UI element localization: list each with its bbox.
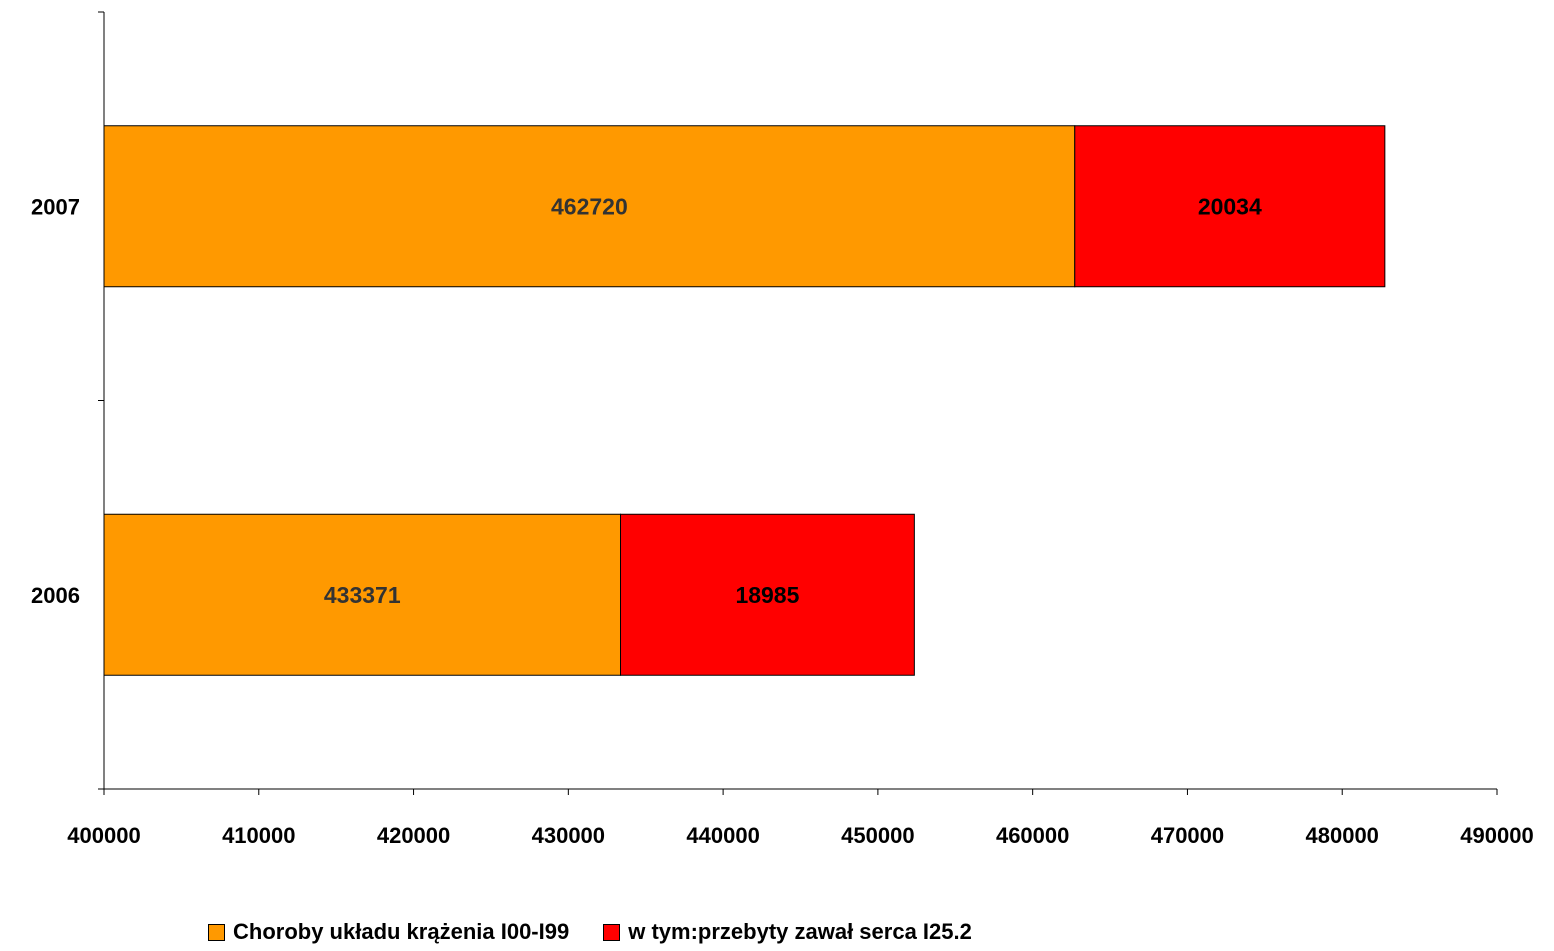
x-tick-label: 460000 [996, 823, 1069, 848]
x-tick-label: 410000 [222, 823, 295, 848]
x-tick-label: 400000 [67, 823, 140, 848]
legend-label-series-2: w tym:przebyty zawał serca I25.2 [628, 919, 972, 944]
x-tick-label: 450000 [841, 823, 914, 848]
x-tick-label: 440000 [686, 823, 759, 848]
data-label: 433371 [324, 582, 401, 608]
x-tick-label: 470000 [1151, 823, 1224, 848]
y-category-label: 2007 [31, 194, 80, 219]
x-tick-label: 480000 [1306, 823, 1379, 848]
x-tick-label: 490000 [1460, 823, 1533, 848]
bar-segment [103, 125, 1076, 288]
y-category-label: 2006 [31, 583, 80, 608]
bar-segment [620, 513, 915, 676]
legend-item-series-1: Choroby układu krążenia I00-I99 [208, 919, 569, 945]
legend-swatch-series-1 [208, 923, 225, 941]
bar-segment [103, 513, 622, 676]
data-label: 462720 [551, 193, 628, 219]
legend-swatch-series-2 [603, 923, 621, 941]
legend: Choroby układu krążenia I00-I99 w tym:pr… [208, 917, 972, 947]
legend-label-series-1: Choroby układu krążenia I00-I99 [233, 919, 570, 944]
data-label: 18985 [735, 582, 799, 608]
bar-segment [1074, 125, 1386, 288]
legend-item-series-2: w tym:przebyty zawał serca I25.2 [603, 919, 972, 945]
x-tick-label: 430000 [532, 823, 605, 848]
x-tick-label: 420000 [377, 823, 450, 848]
data-label: 20034 [1198, 193, 1262, 219]
